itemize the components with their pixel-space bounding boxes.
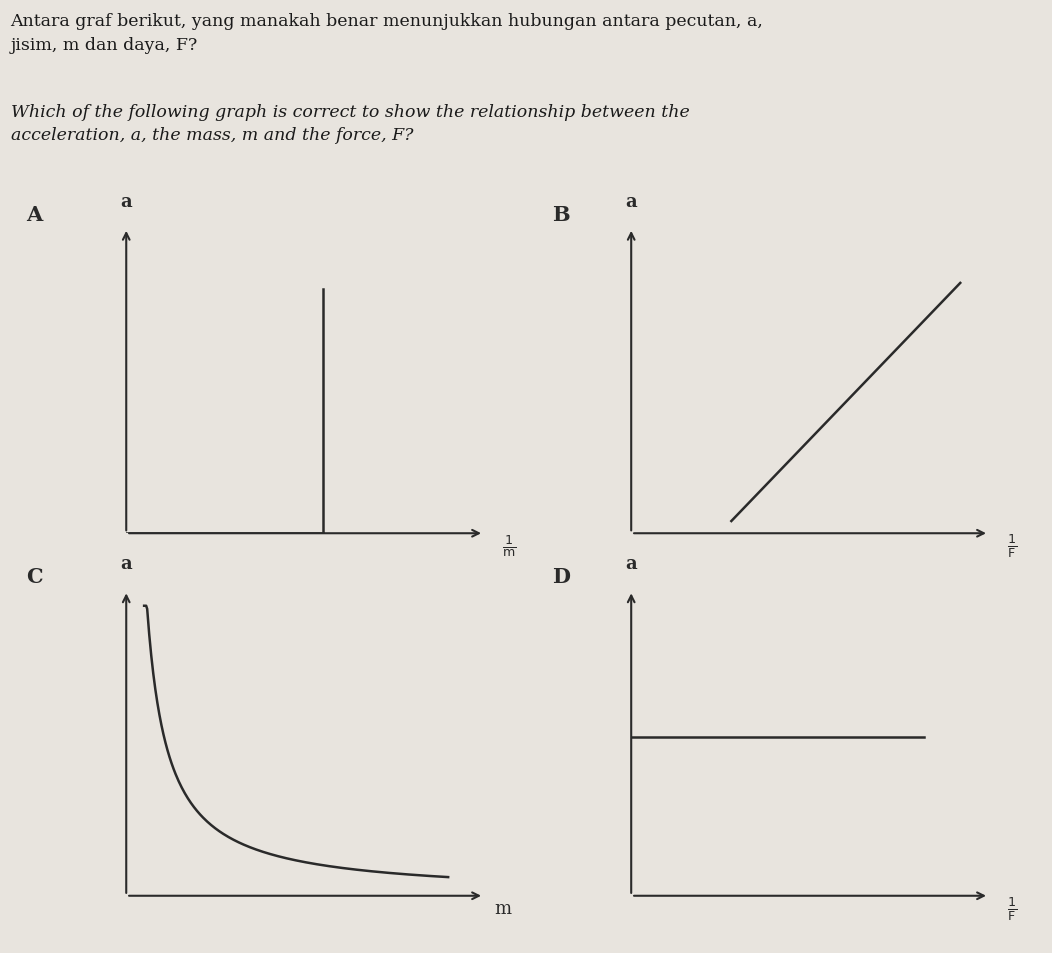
Text: D: D: [552, 566, 570, 586]
Text: Which of the following graph is correct to show the relationship between the
acc: Which of the following graph is correct …: [11, 104, 689, 144]
Text: $\frac{1}{\mathrm{F}}$: $\frac{1}{\mathrm{F}}$: [1007, 894, 1017, 922]
Text: a: a: [120, 193, 133, 211]
Text: m: m: [494, 899, 511, 917]
Text: C: C: [26, 566, 43, 586]
Text: a: a: [625, 193, 638, 211]
Text: $\frac{1}{\mathrm{m}}$: $\frac{1}{\mathrm{m}}$: [502, 533, 517, 558]
Text: a: a: [625, 555, 638, 573]
Text: B: B: [552, 204, 570, 224]
Text: A: A: [26, 204, 42, 224]
Text: $\frac{1}{\mathrm{F}}$: $\frac{1}{\mathrm{F}}$: [1007, 532, 1017, 559]
Text: a: a: [120, 555, 133, 573]
Text: Antara graf berikut, yang manakah benar menunjukkan hubungan antara pecutan, a,
: Antara graf berikut, yang manakah benar …: [11, 13, 764, 53]
